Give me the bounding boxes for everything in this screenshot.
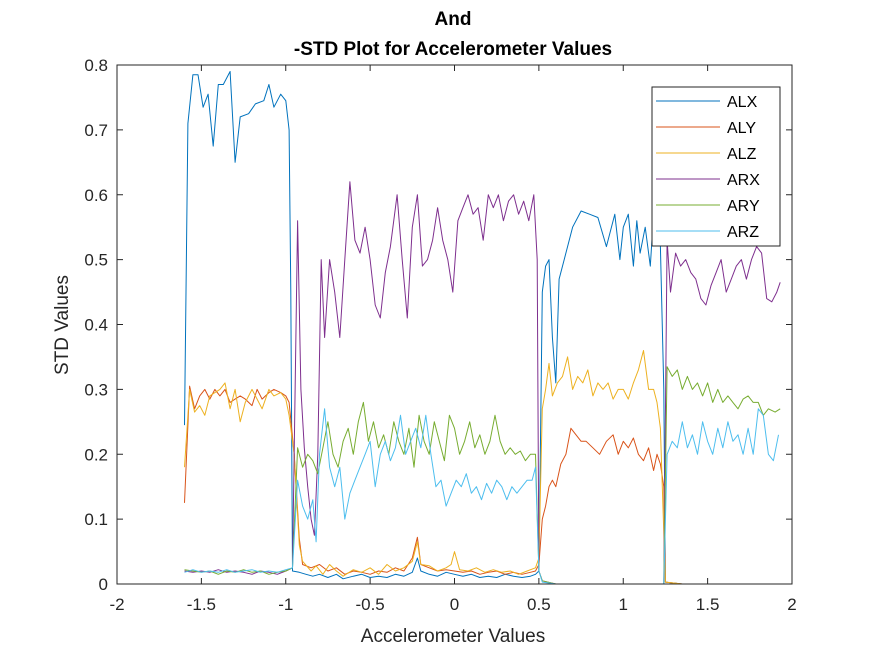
chart-title-line-2: -STD Plot for Accelerometer Values	[294, 39, 612, 60]
x-axis-ticks: -2 -1.5 -1 -0.5 0 0.5 1 1.5 2	[109, 65, 797, 614]
legend: ALX ALY ALZ ARX ARY ARZ	[651, 86, 781, 247]
series-line-arx	[184, 181, 781, 585]
x-tick-label: 1.5	[696, 595, 720, 614]
x-tick-label: -1.5	[187, 595, 216, 614]
y-tick-label: 0.1	[84, 510, 108, 529]
series-group	[184, 71, 781, 585]
x-tick-label: 0.5	[527, 595, 551, 614]
series-line-ary	[184, 366, 781, 585]
series-line-aly	[184, 385, 781, 585]
legend-label: ALZ	[727, 146, 757, 163]
series-line-arz	[184, 408, 779, 585]
x-axis-label: Accelerometer Values	[361, 626, 545, 647]
legend-box	[651, 86, 781, 247]
y-tick-label: 0.7	[84, 121, 108, 140]
x-tick-label: -1	[278, 595, 293, 614]
y-tick-label: 0.4	[84, 316, 108, 335]
y-axis-ticks: 0 0.1 0.2 0.3 0.4 0.5 0.6 0.7 0.8	[84, 56, 792, 594]
y-tick-label: 0.2	[84, 445, 108, 464]
x-tick-label: -2	[109, 595, 124, 614]
y-tick-label: 0	[99, 575, 108, 594]
series-line-alz	[184, 350, 781, 585]
y-tick-label: 0.5	[84, 251, 108, 270]
legend-label: ARY	[727, 198, 760, 215]
x-tick-label: 1	[619, 595, 628, 614]
legend-label: ALY	[727, 120, 756, 137]
x-tick-label: -0.5	[355, 595, 384, 614]
series-line-alx	[184, 71, 781, 585]
y-tick-label: 0.3	[84, 380, 108, 399]
legend-label: ARZ	[727, 224, 759, 241]
y-axis-label: STD Values	[52, 275, 73, 375]
legend-label: ARX	[727, 172, 760, 189]
legend-label: ALX	[727, 94, 758, 111]
y-tick-label: 0.6	[84, 186, 108, 205]
y-tick-label: 0.8	[84, 56, 108, 75]
chart-title-line-1: And	[435, 9, 472, 30]
x-tick-label: 0	[450, 595, 459, 614]
x-tick-label: 2	[787, 595, 796, 614]
